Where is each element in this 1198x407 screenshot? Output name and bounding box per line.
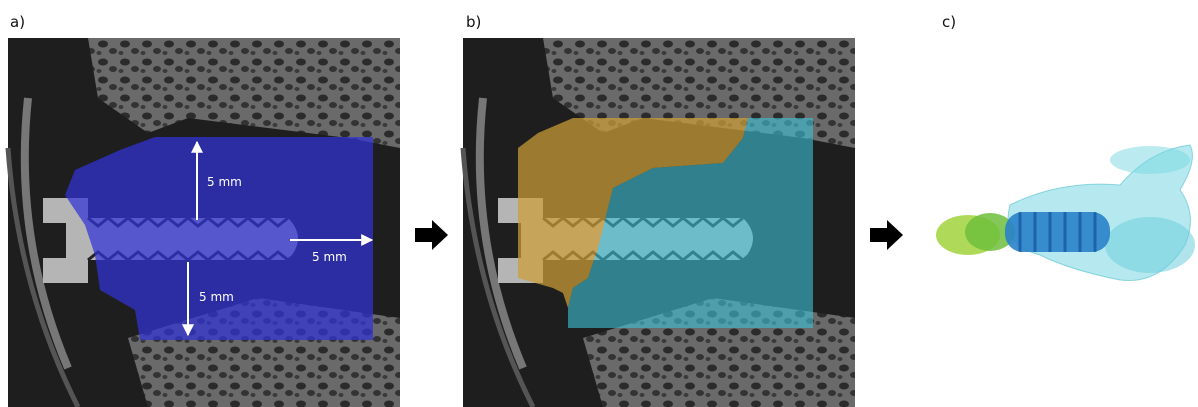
panel-label: b) xyxy=(466,13,481,31)
render-3d xyxy=(936,145,1195,281)
annotation: 5 mm xyxy=(207,175,242,189)
flow-arrow xyxy=(870,220,903,250)
panel-label: c) xyxy=(942,13,956,31)
panel-label: a) xyxy=(10,13,25,31)
annotation: 5 mm xyxy=(199,290,234,304)
ct-image xyxy=(463,38,855,407)
figure: a) 5 mm 5 mm 5 mm b) c) xyxy=(0,0,1198,407)
annotation: 5 mm xyxy=(312,250,347,264)
flow-arrow xyxy=(415,220,448,250)
ct-image xyxy=(8,38,400,407)
